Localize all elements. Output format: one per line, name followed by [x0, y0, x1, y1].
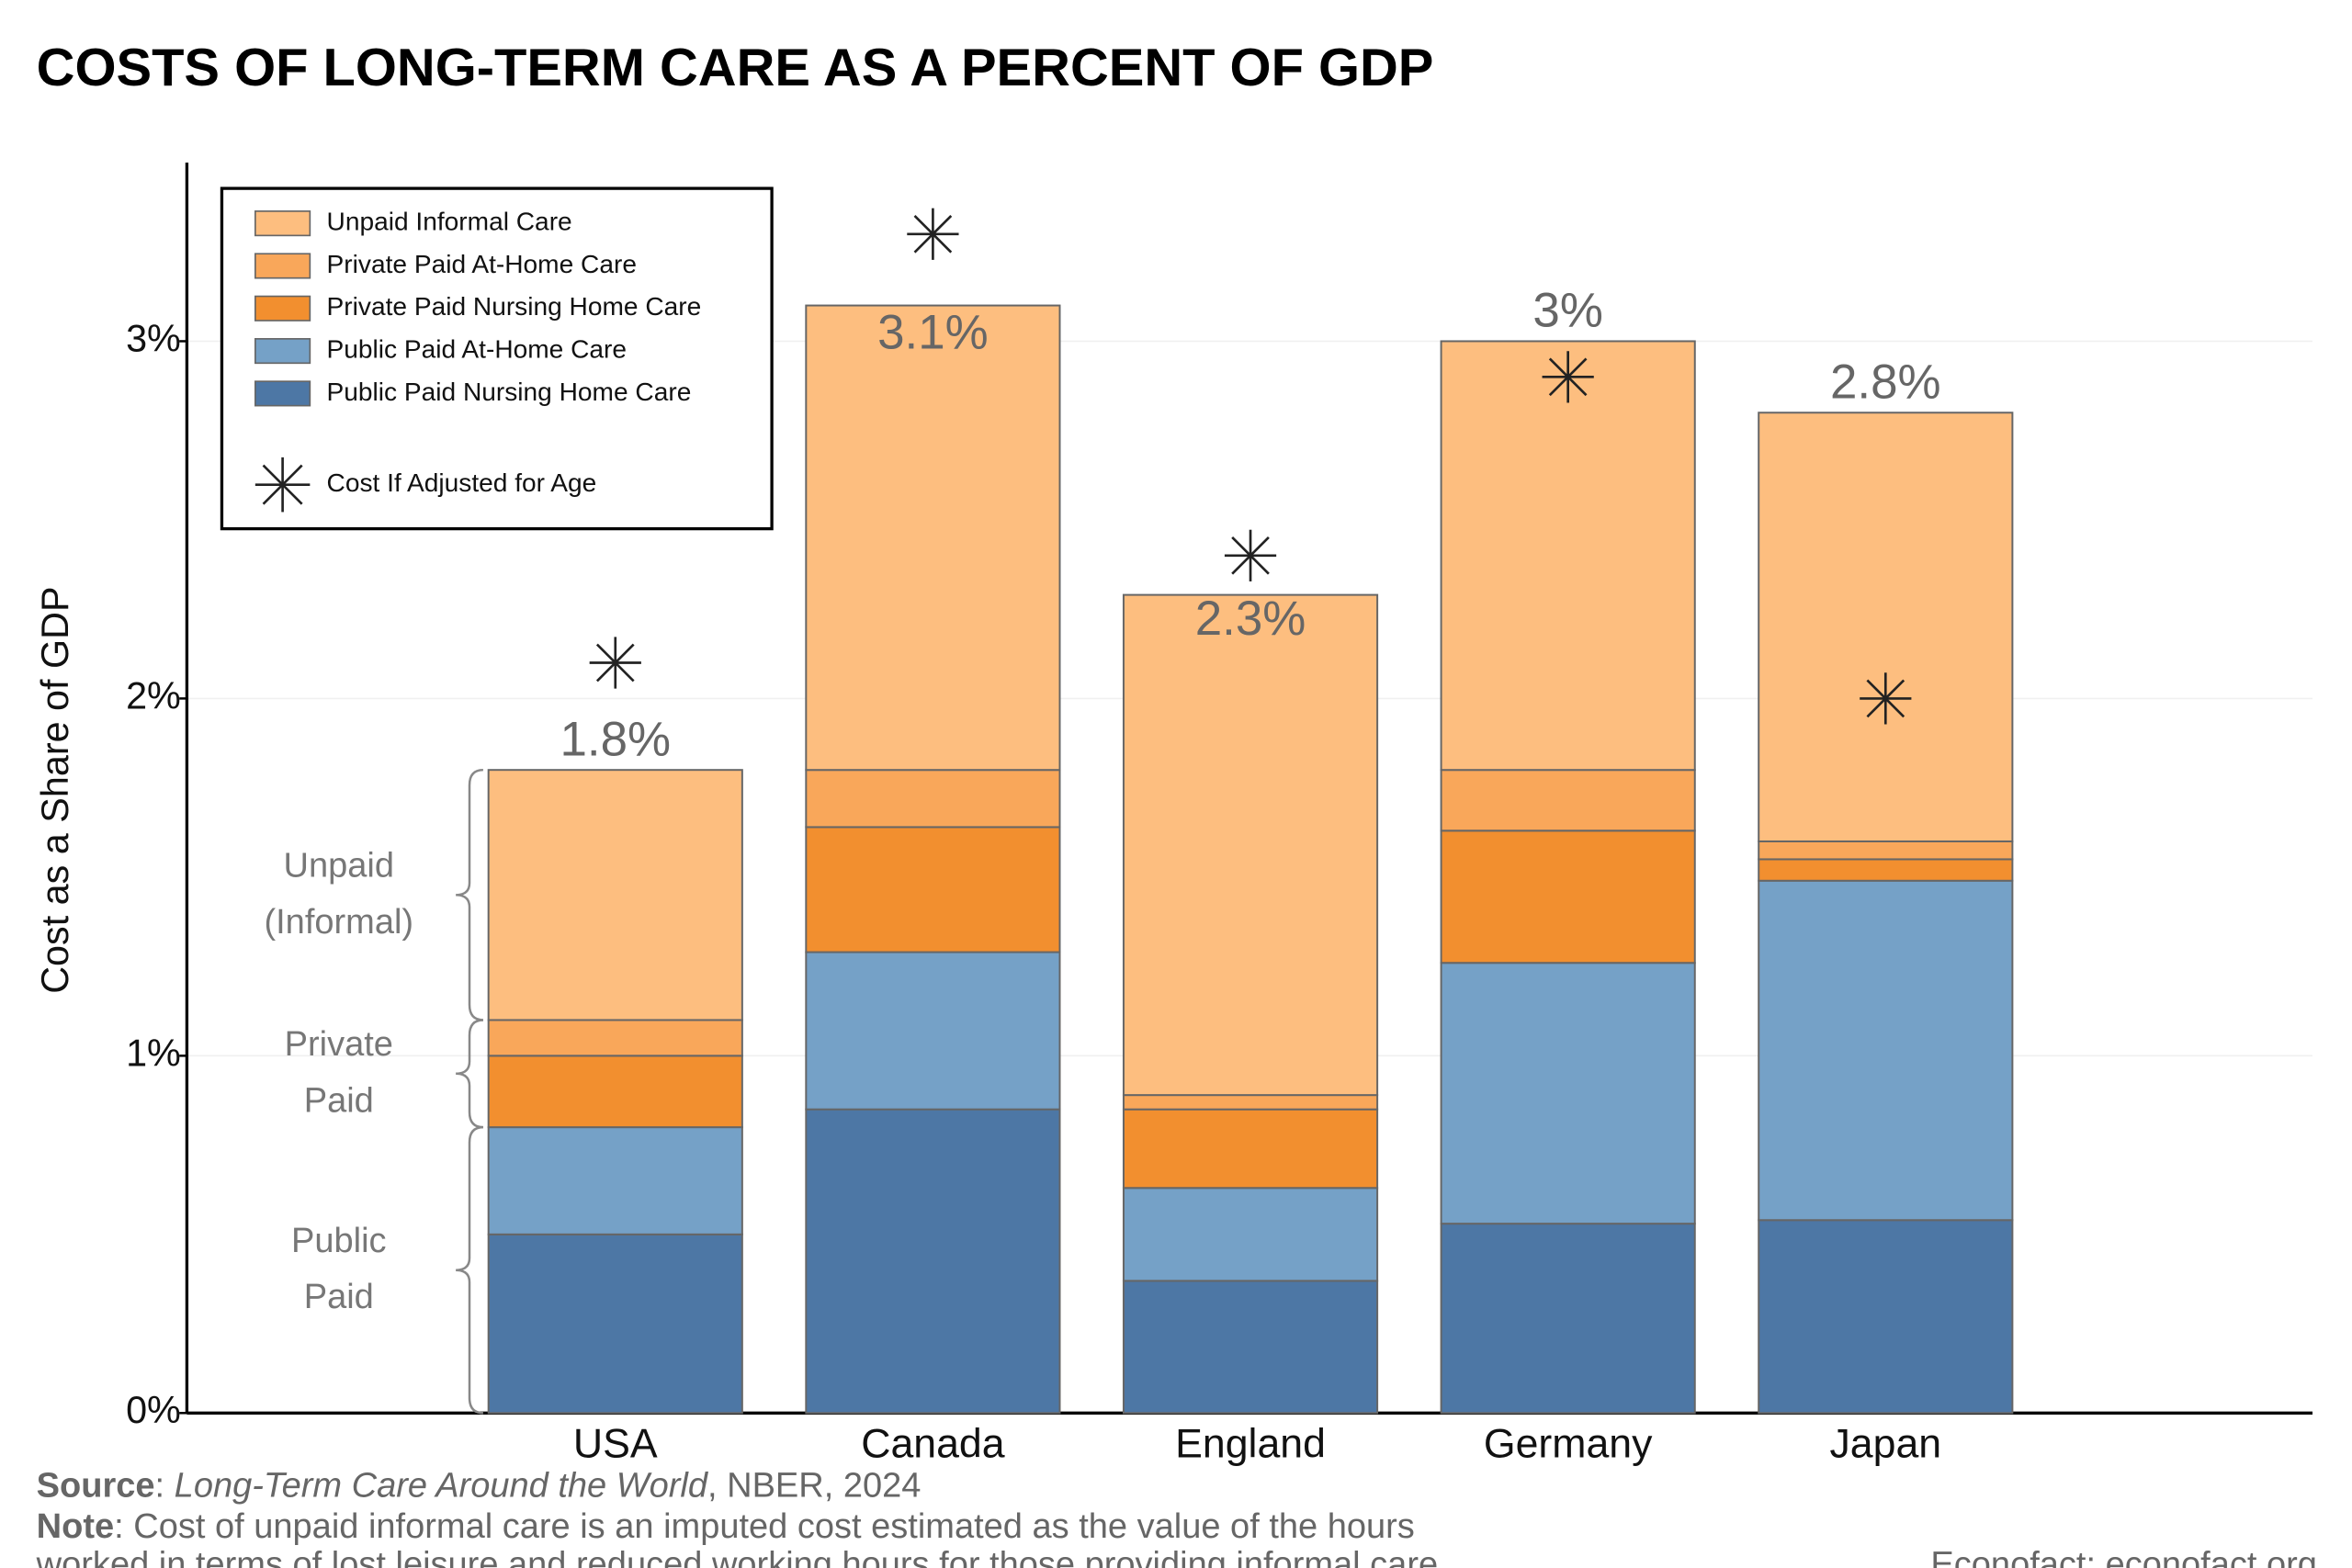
- y-tick-label: 2%: [126, 674, 181, 716]
- bar-segment: [805, 951, 1061, 1111]
- bar-segment: [1758, 412, 2014, 842]
- legend-label: Cost If Adjusted for Age: [327, 468, 597, 497]
- x-tick-label: Japan: [1829, 1421, 1941, 1466]
- brace: [456, 1019, 483, 1129]
- legend-swatch: [254, 295, 311, 321]
- marker-stroke: [595, 643, 635, 682]
- credit: Econofact: econofact.org: [1930, 1545, 2317, 1568]
- x-tick-label: Germany: [1484, 1421, 1653, 1466]
- total-label: 3.1%: [877, 306, 989, 360]
- bar-segment: [1122, 593, 1379, 1097]
- y-tick-label: 3%: [126, 317, 181, 359]
- bar-segment: [487, 1055, 743, 1129]
- adjusted-marker: [1542, 351, 1594, 403]
- x-tick-label: England: [1175, 1421, 1326, 1466]
- brace: [456, 768, 483, 1021]
- legend-label: Private Paid Nursing Home Care: [327, 292, 702, 321]
- x-tick-label: USA: [573, 1421, 658, 1466]
- brace-label: Private: [285, 1025, 393, 1064]
- bar-segment: [487, 769, 743, 1021]
- adjusted-marker: [1224, 529, 1277, 581]
- bar-segment: [1758, 840, 2014, 861]
- source-work: Long-Term Care Around the World: [175, 1466, 709, 1505]
- legend-swatch: [254, 210, 311, 237]
- bar-segment: [805, 769, 1061, 829]
- marker-stroke: [1231, 536, 1270, 575]
- legend-label: Unpaid Informal Care: [327, 208, 572, 236]
- marker-stroke: [1548, 357, 1588, 397]
- total-label: 2.8%: [1830, 355, 1941, 409]
- source-sep: :: [155, 1466, 175, 1505]
- bar-segment: [487, 1019, 743, 1057]
- adjusted-marker: [589, 637, 641, 689]
- brace-label: Paid: [304, 1081, 374, 1120]
- adjusted-marker: [907, 208, 959, 260]
- legend-swatch: [254, 253, 311, 279]
- y-tick-label: 1%: [126, 1032, 181, 1074]
- x-tick-label: Canada: [861, 1421, 1005, 1466]
- bar-segment: [1758, 858, 2014, 882]
- note-label: Note: [37, 1507, 114, 1546]
- source-rest: , NBER, 2024: [707, 1466, 921, 1505]
- note: Note: Cost of unpaid informal care is an…: [37, 1507, 1415, 1546]
- source: Source: Long-Term Care Around the World,…: [37, 1466, 922, 1505]
- bar-segment: [1440, 829, 1696, 964]
- legend-label: Public Paid At-Home Care: [327, 335, 627, 364]
- bar-segment: [805, 304, 1061, 772]
- marker-stroke: [913, 214, 953, 254]
- legend-box: [220, 186, 774, 531]
- y-axis-label: Cost as a Share of GDP: [34, 586, 76, 993]
- brace: [456, 1125, 483, 1415]
- y-tick-label: 0%: [126, 1389, 181, 1431]
- bar-segment: [1440, 340, 1696, 772]
- legend-swatch: [254, 338, 311, 365]
- brace-label: Public: [291, 1222, 387, 1260]
- note-line: : Cost of unpaid informal care is an imp…: [114, 1507, 1415, 1546]
- legend-swatch: [254, 380, 311, 407]
- bar-segment: [1758, 1219, 2014, 1415]
- bar-segment: [1122, 1187, 1379, 1282]
- adjusted-marker: [254, 457, 311, 513]
- bar-segment: [805, 826, 1061, 953]
- total-label: 2.3%: [1195, 592, 1306, 646]
- source-label: Source: [37, 1466, 155, 1505]
- adjusted-marker: [1860, 672, 1912, 725]
- legend-label: Public Paid Nursing Home Care: [327, 378, 692, 406]
- legend-label: Private Paid At-Home Care: [327, 250, 637, 278]
- brace-label: Unpaid: [284, 847, 394, 886]
- marker-stroke: [262, 464, 303, 505]
- bar-segment: [1122, 1094, 1379, 1111]
- note-line: worked in terms of lost leisure and redu…: [36, 1545, 1448, 1568]
- bar-segment: [1122, 1280, 1379, 1415]
- total-label: 3%: [1532, 284, 1602, 338]
- bar-segment: [1440, 1223, 1696, 1415]
- bar-segment: [805, 1108, 1061, 1415]
- bar-segment: [1122, 1108, 1379, 1190]
- total-label: 1.8%: [560, 712, 671, 766]
- brace-label: (Informal): [264, 903, 413, 942]
- bar-segment: [1440, 962, 1696, 1225]
- brace-label: Paid: [304, 1278, 374, 1316]
- chart-title: COSTS OF LONG-TERM CARE AS A PERCENT OF …: [37, 39, 1434, 97]
- bar-segment: [1440, 769, 1696, 832]
- marker-stroke: [1866, 679, 1905, 718]
- bar-segment: [1758, 879, 2014, 1222]
- bar-segment: [487, 1126, 743, 1235]
- bar-segment: [487, 1233, 743, 1415]
